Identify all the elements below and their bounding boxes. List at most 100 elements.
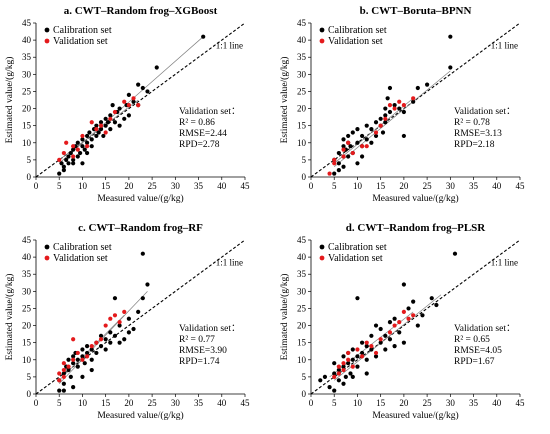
calibration-point bbox=[341, 381, 346, 386]
validation-stat: R² = 0.86 bbox=[179, 118, 215, 128]
x-tick-label: 25 bbox=[148, 181, 158, 191]
calibration-point bbox=[448, 65, 453, 70]
x-axis-label: Measured value/(g/kg) bbox=[97, 193, 183, 204]
validation-point bbox=[126, 103, 131, 108]
validation-point bbox=[122, 99, 127, 104]
calibration-point bbox=[348, 371, 353, 376]
validation-point bbox=[392, 106, 397, 111]
calibration-point bbox=[117, 123, 122, 128]
validation-point bbox=[75, 147, 80, 152]
x-tick-label: 35 bbox=[194, 181, 204, 191]
validation-point bbox=[341, 154, 346, 159]
calibration-point bbox=[80, 354, 85, 359]
calibration-point bbox=[392, 103, 397, 108]
x-tick-label: 40 bbox=[492, 181, 502, 191]
scatter-chart: d. CWT–Random frog–PLSR 0 5 10 15 20 25 30 35 40 4… bbox=[279, 222, 525, 421]
calibration-point bbox=[68, 150, 73, 156]
calibration-point bbox=[350, 130, 355, 135]
validation-point bbox=[346, 140, 351, 145]
x-tick-label: 20 bbox=[124, 398, 134, 408]
calibration-point bbox=[380, 130, 386, 135]
calibration-point bbox=[346, 133, 351, 139]
calibration-point bbox=[105, 120, 111, 125]
x-tick-label: 35 bbox=[469, 181, 479, 191]
x-tick-label: 30 bbox=[446, 181, 456, 191]
calibration-point bbox=[341, 364, 346, 369]
validation-point bbox=[332, 161, 337, 166]
x-axis-label: Measured value/(g/kg) bbox=[97, 410, 183, 421]
calibration-point bbox=[387, 109, 393, 115]
validation-point bbox=[80, 133, 85, 139]
calibration-point bbox=[80, 144, 85, 149]
calibration-point bbox=[387, 85, 393, 91]
validation-point bbox=[71, 337, 76, 342]
y-tick-label: 0 bbox=[302, 172, 307, 182]
calibration-point bbox=[383, 113, 388, 118]
chart-title: c. CWT–Random frog–RF bbox=[78, 222, 203, 234]
y-tick-label: 15 bbox=[297, 121, 307, 131]
one-to-one-label: 1:1 line bbox=[216, 41, 243, 51]
calibration-point bbox=[359, 154, 365, 159]
validation-point bbox=[64, 140, 69, 145]
calibration-point bbox=[126, 113, 131, 118]
calibration-point bbox=[136, 309, 141, 314]
validation-stat: RPD=1.74 bbox=[179, 357, 220, 367]
calibration-point bbox=[373, 354, 379, 359]
calibration-point bbox=[327, 385, 332, 390]
validation-point bbox=[131, 96, 136, 101]
validation-point bbox=[61, 150, 66, 156]
legend-label: Calibration set bbox=[328, 242, 387, 253]
calibration-point bbox=[61, 164, 66, 169]
y-tick-label: 45 bbox=[22, 235, 32, 245]
y-tick-label: 35 bbox=[22, 52, 32, 62]
calibration-point bbox=[112, 333, 118, 338]
calibration-point bbox=[332, 171, 337, 176]
calibration-point bbox=[373, 120, 379, 125]
calibration-point bbox=[110, 103, 115, 108]
panel-c: c. CWT–Random frog–RF 0 5 10 15 20 25 30 35 40 45 0… bbox=[0, 217, 275, 434]
validation-stat: RMSE=2.44 bbox=[179, 129, 227, 139]
calibration-point bbox=[434, 302, 439, 308]
y-tick-label: 30 bbox=[22, 69, 32, 79]
validation-point bbox=[369, 343, 374, 349]
calibration-point bbox=[383, 347, 388, 352]
calibration-point bbox=[71, 385, 76, 390]
validation-point bbox=[61, 367, 66, 373]
calibration-point bbox=[392, 343, 397, 349]
calibration-point bbox=[131, 326, 136, 332]
calibration-point bbox=[80, 137, 85, 142]
validation-point bbox=[364, 144, 369, 149]
calibration-point bbox=[364, 123, 369, 128]
x-tick-label: 35 bbox=[469, 398, 479, 408]
calibration-point bbox=[346, 154, 351, 159]
validation-point bbox=[373, 130, 379, 135]
calibration-point bbox=[103, 337, 108, 342]
calibration-point bbox=[75, 140, 80, 145]
validation-point bbox=[359, 144, 365, 149]
validation-point bbox=[136, 103, 141, 108]
validation-point bbox=[108, 316, 113, 321]
x-tick-label: 25 bbox=[423, 398, 433, 408]
validation-point bbox=[406, 316, 411, 321]
legend-marker bbox=[319, 255, 325, 261]
calibration-point bbox=[401, 133, 406, 139]
validation-point bbox=[341, 367, 346, 373]
calibration-point bbox=[117, 323, 122, 328]
calibration-point bbox=[71, 354, 76, 359]
y-tick-label: 30 bbox=[297, 69, 307, 79]
calibration-point bbox=[61, 168, 66, 173]
calibration-point bbox=[126, 92, 131, 97]
y-tick-label: 35 bbox=[22, 269, 32, 279]
x-tick-label: 15 bbox=[101, 398, 111, 408]
chart-title: a. CWT–Random frog–XGBoost bbox=[64, 5, 218, 17]
chart-title: b. CWT–Boruta–BPNN bbox=[360, 5, 472, 17]
calibration-point bbox=[89, 367, 94, 373]
calibration-point bbox=[401, 109, 406, 115]
scatter-chart: a. CWT–Random frog–XGBoost 0 5 10 15 20 25 30 35… bbox=[4, 5, 250, 204]
calibration-point bbox=[101, 133, 106, 139]
y-tick-label: 10 bbox=[297, 355, 307, 365]
calibration-point bbox=[112, 120, 118, 125]
y-tick-label: 40 bbox=[297, 252, 307, 262]
x-tick-label: 35 bbox=[194, 398, 204, 408]
calibration-point bbox=[429, 296, 434, 301]
